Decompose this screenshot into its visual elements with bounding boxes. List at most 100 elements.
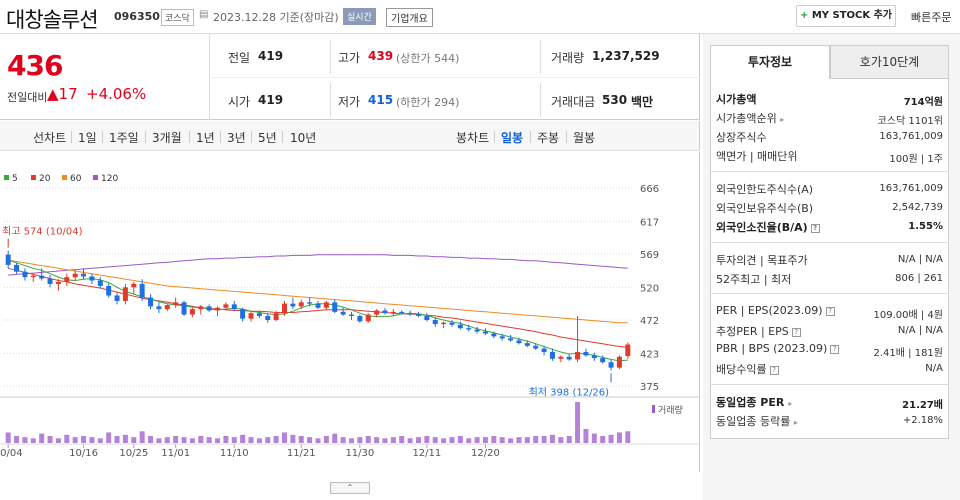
candle-body xyxy=(449,322,455,325)
volume-bar xyxy=(81,435,87,443)
legend-label: 5 xyxy=(12,174,18,184)
market-cap-rank-label[interactable]: 시가총액순위 ▸ xyxy=(716,110,784,126)
prev-close-label: 전일 xyxy=(228,51,251,65)
volume-bar xyxy=(215,438,221,443)
tab-investment-info[interactable]: 투자정보 xyxy=(710,45,830,79)
volume-bar xyxy=(558,437,564,443)
volume-bar xyxy=(508,438,514,443)
sector-rate-label[interactable]: 동일업종 등락률 ▸ xyxy=(716,413,798,429)
candle-body xyxy=(81,273,87,277)
period-1y[interactable]: 1년 xyxy=(196,131,215,145)
pbr-text: PBR | BPS (2023.09) xyxy=(716,342,828,355)
high-value: 439 xyxy=(368,49,394,63)
volume-legend-swatch xyxy=(652,405,655,413)
volume-bar xyxy=(106,432,112,443)
period-3y[interactable]: 3년 xyxy=(227,131,246,145)
company-info-button[interactable]: 기업개요 xyxy=(386,8,433,27)
est-per-value: N/A | N/A xyxy=(897,325,943,336)
add-mystock-label: MY STOCK 추가 xyxy=(811,10,893,21)
candle-body xyxy=(374,310,380,315)
volume-bar xyxy=(64,434,70,443)
collapse-chart-button[interactable]: ⌃ xyxy=(330,482,370,494)
volume-bar xyxy=(114,435,120,443)
candle-body xyxy=(466,328,472,330)
open-value: 419 xyxy=(258,93,284,107)
low-annotation: 최저 398 (12/26) xyxy=(529,386,610,398)
investment-info-body xyxy=(710,79,949,439)
period-1d[interactable]: 1일 xyxy=(78,131,97,145)
volume-bar xyxy=(541,435,547,443)
line-chart-label: 선차트 xyxy=(33,131,67,145)
quick-order-link[interactable]: 빠른주문 xyxy=(911,11,952,24)
sector-rate-text: 동일업종 등락률 xyxy=(716,415,791,428)
candle-body xyxy=(282,303,288,314)
x-tick-label: 12/20 xyxy=(471,448,500,459)
volume-bar xyxy=(181,437,187,443)
volume-bar xyxy=(14,435,20,443)
candle-body xyxy=(248,313,254,319)
prev-change-label: 전일대비 xyxy=(7,91,48,104)
opinion-value: N/A | N/A xyxy=(897,254,943,265)
volume-bar xyxy=(298,435,304,443)
candle-body xyxy=(206,306,212,311)
volume-value: 1,237,529 xyxy=(592,49,660,63)
legend-swatch xyxy=(62,175,67,180)
candle-body xyxy=(432,320,438,325)
candle-body xyxy=(357,315,363,322)
divider xyxy=(330,83,331,117)
pbr-label: PBR | BPS (2023.09)? xyxy=(716,342,840,355)
low-value: 415 xyxy=(368,93,394,107)
help-icon[interactable]: ? xyxy=(769,365,779,375)
help-icon[interactable]: ? xyxy=(830,344,840,354)
foreign-rate-value: 1.55% xyxy=(908,221,943,232)
candle-body xyxy=(273,313,279,320)
volume-bar xyxy=(524,437,530,443)
realtime-button[interactable]: 실시간 xyxy=(343,8,376,25)
volume-bar xyxy=(390,437,396,443)
opinion-label: 투자의견 | 목표주가 xyxy=(716,254,808,267)
x-tick-label: 11/30 xyxy=(345,448,374,459)
sector-per-label[interactable]: 동일업종 PER ▸ xyxy=(716,394,792,410)
volume-bar xyxy=(307,437,313,443)
period-5y[interactable]: 5년 xyxy=(258,131,277,145)
help-icon[interactable]: ? xyxy=(825,306,835,316)
candle-daily[interactable]: 일봉 xyxy=(501,131,524,145)
candle-body xyxy=(106,285,112,296)
volume-bar xyxy=(97,438,103,443)
par-label: 액면가 | 매매단위 xyxy=(716,150,798,163)
foreign-limit-value: 163,761,009 xyxy=(879,183,943,194)
lower-limit: (하한가 294) xyxy=(396,96,460,109)
help-icon[interactable]: ? xyxy=(810,223,820,233)
candle-body xyxy=(340,311,346,315)
add-mystock-button[interactable]: + MY STOCK 추가 xyxy=(796,5,896,27)
tab-orderbook[interactable]: 호가10단계 xyxy=(830,45,949,79)
volume-bar xyxy=(173,435,179,443)
candle-body xyxy=(616,356,622,368)
divider xyxy=(710,242,949,243)
volume-bar xyxy=(549,434,555,443)
divider xyxy=(540,40,541,74)
volume-bar xyxy=(348,438,354,443)
volume-bar xyxy=(223,435,229,443)
y-tick-label: 520 xyxy=(640,283,659,294)
volume-bar xyxy=(47,435,53,443)
divider xyxy=(540,83,541,117)
dividend-value: N/A xyxy=(925,363,943,374)
divider xyxy=(530,131,531,143)
divider xyxy=(494,131,495,143)
low-label: 저가 xyxy=(338,95,361,109)
help-icon[interactable]: ? xyxy=(791,327,801,337)
candle-body xyxy=(516,340,522,344)
period-1w[interactable]: 1주일 xyxy=(109,131,139,145)
sector-per-text: 동일업종 PER xyxy=(716,396,785,409)
candle-body xyxy=(558,356,564,359)
period-3m[interactable]: 3개월 xyxy=(152,131,182,145)
volume-bar xyxy=(5,432,11,443)
candle-monthly[interactable]: 월봉 xyxy=(573,131,596,145)
volume-bar xyxy=(533,435,539,443)
candle-body xyxy=(482,331,488,334)
candle-weekly[interactable]: 주봉 xyxy=(537,131,560,145)
candle-body xyxy=(415,314,421,316)
volume-bar xyxy=(139,431,145,443)
period-10y[interactable]: 10년 xyxy=(290,131,317,145)
